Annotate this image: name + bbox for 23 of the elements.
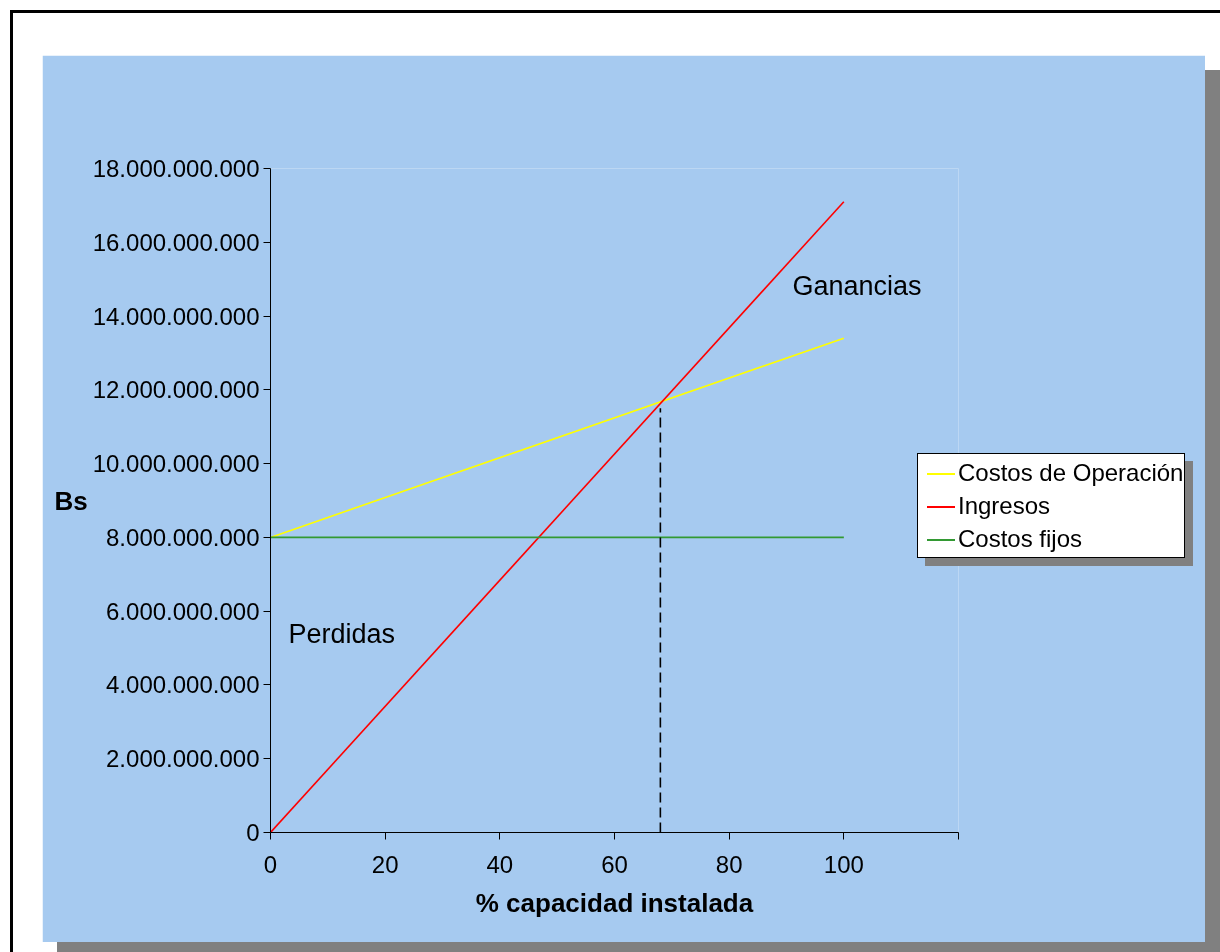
y-tick-label: 16.000.000.000 bbox=[92, 228, 260, 256]
y-tick-label: 8.000.000.000 bbox=[106, 523, 260, 551]
x-tick-label: 80 bbox=[715, 850, 743, 878]
x-tick-label: 60 bbox=[601, 850, 628, 878]
annotation: Perdidas bbox=[288, 618, 396, 649]
y-tick-label: 4.000.000.000 bbox=[106, 671, 260, 699]
y-axis-title: Bs bbox=[54, 485, 88, 516]
x-tick-label: 0 bbox=[263, 850, 278, 878]
legend-label: Costos fijos bbox=[958, 524, 1083, 552]
x-tick-label: 40 bbox=[486, 850, 514, 878]
y-tick-label: 12.000.000.000 bbox=[92, 376, 260, 404]
y-tick-label: 0 bbox=[246, 819, 260, 846]
y-tick-label: 18.000.000.000 bbox=[92, 155, 260, 182]
x-tick-label: 100 bbox=[823, 850, 864, 878]
annotation: Ganancias bbox=[792, 270, 922, 301]
x-axis-title: % capacidad instalada bbox=[475, 887, 754, 918]
y-tick-label: 2.000.000.000 bbox=[106, 745, 260, 773]
legend-label: Costos de Operación bbox=[958, 458, 1184, 486]
legend-label: Ingresos bbox=[958, 491, 1051, 519]
y-tick-label: 14.000.000.000 bbox=[92, 302, 260, 330]
y-tick-label: 10.000.000.000 bbox=[92, 450, 260, 478]
x-tick-label: 20 bbox=[371, 850, 399, 878]
y-tick-label: 6.000.000.000 bbox=[106, 597, 260, 625]
